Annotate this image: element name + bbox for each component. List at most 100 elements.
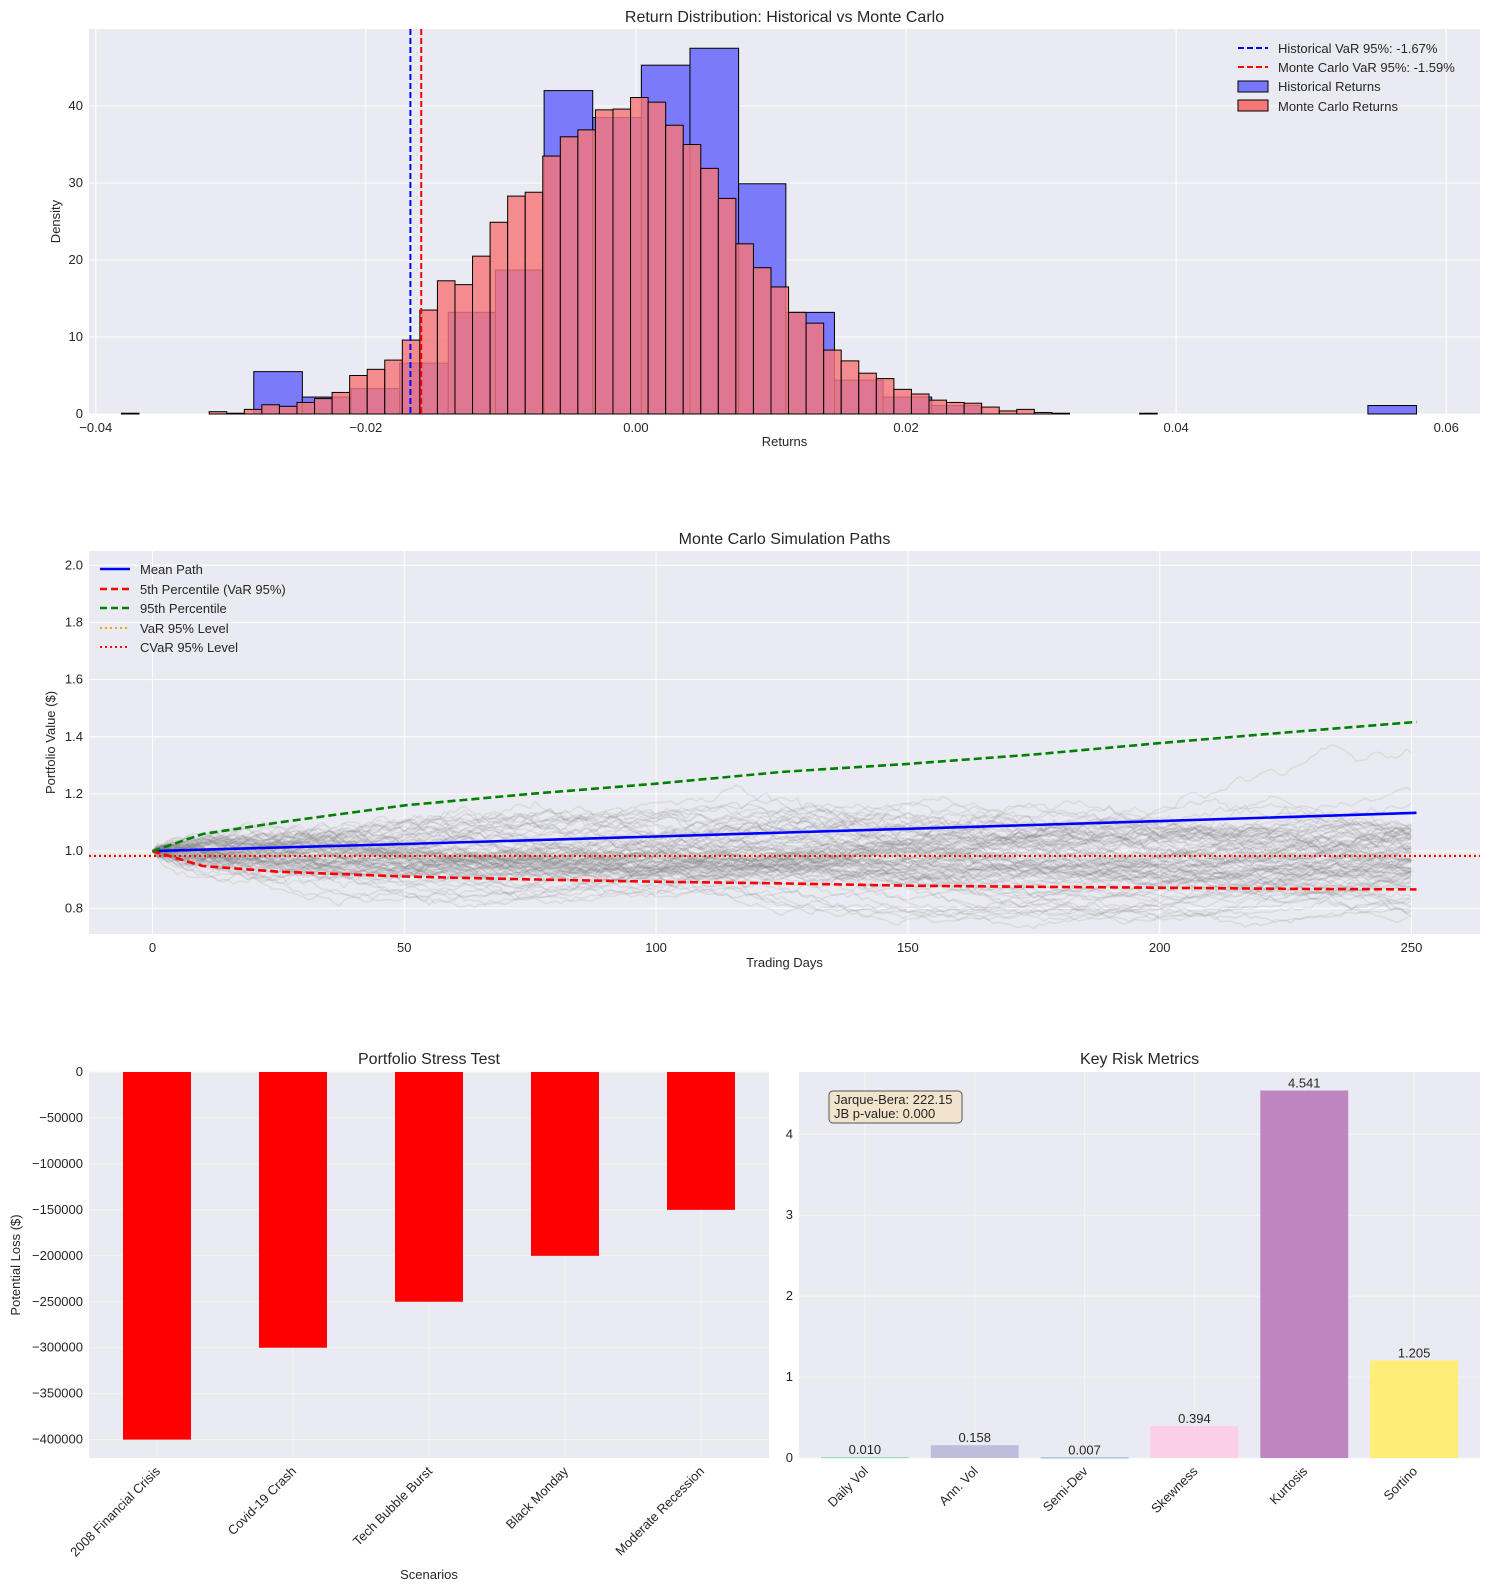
hist-bar-montecarlo [665, 124, 684, 415]
simulated-path [152, 822, 1412, 875]
simulated-path [152, 838, 1412, 924]
simulated-path [152, 802, 1412, 858]
simulated-path [152, 850, 1412, 892]
simulated-path [152, 807, 1412, 854]
paths-y-tick-label: 0.8 [65, 900, 83, 915]
hist-bar-montecarlo [893, 388, 912, 415]
stress-y-tick-label: −150000 [32, 1202, 83, 1217]
simulated-path [152, 802, 1412, 859]
metrics-y-tick-label: 1 [786, 1369, 793, 1384]
hist-bar-montecarlo [788, 311, 807, 415]
hist-bar-montecarlo [823, 349, 842, 415]
hist-y-tick-label: 0 [76, 406, 83, 421]
legend-montecarlo-var-label: Monte Carlo VaR 95%: -1.59% [1278, 60, 1455, 75]
simulated-path [152, 838, 1412, 924]
hist-bar-montecarlo [419, 309, 438, 415]
hist-legend: Historical VaR 95%: -1.67% Monte Carlo V… [1237, 41, 1455, 114]
hist-bar-montecarlo [454, 284, 474, 415]
simulated-path [152, 837, 1412, 877]
paths-y-tick-label: 1.6 [65, 672, 83, 687]
simulated-path [152, 850, 1412, 922]
simulated-path [152, 823, 1413, 867]
hist-x-tick-label: 0.00 [623, 420, 648, 435]
simulated-path [152, 813, 1412, 866]
simulated-path [152, 831, 1412, 921]
simulated-path [152, 824, 1412, 915]
simulated-path [152, 806, 1412, 882]
metrics-y-tick-label: 2 [786, 1288, 793, 1303]
hist-bar-montecarlo [507, 195, 526, 415]
simulated-path [152, 838, 1412, 906]
hist-bar-montecarlo [770, 286, 790, 415]
simulated-path [151, 835, 1412, 881]
hist-bar-montecarlo [594, 109, 614, 415]
simulated-path [151, 837, 1412, 907]
paths-plot-area [89, 551, 1480, 934]
metrics-y-tick-label: 3 [786, 1207, 793, 1222]
metric-value-label: 0.007 [1068, 1442, 1101, 1457]
simulated-path [152, 830, 1412, 871]
stress-y-tick-label: −50000 [39, 1110, 83, 1125]
stress-y-tick-label: 0 [76, 1064, 83, 1079]
hist-bar-montecarlo [366, 368, 386, 415]
stress-y-tick-label: −400000 [32, 1432, 83, 1447]
hist-bar-montecarlo [805, 322, 825, 415]
paths-y-tick-label: 1.4 [65, 729, 83, 744]
simulated-path [152, 811, 1413, 867]
stress-y-tick-label: −250000 [32, 1294, 83, 1309]
simulated-path [152, 848, 1412, 915]
hist-bar-montecarlo [981, 406, 1000, 415]
simulated-path [152, 819, 1412, 869]
metric-bar [1040, 1457, 1129, 1459]
simulated-path [152, 830, 1412, 901]
simulated-path [152, 844, 1412, 888]
hist-bar-historical [1367, 405, 1418, 415]
hist-bar-montecarlo [910, 393, 930, 415]
hist-x-ticks: −0.04 −0.02 0.00 0.02 0.04 0.06 [79, 420, 1459, 435]
paths-gridlines [89, 551, 1480, 934]
simulated-path [152, 827, 1412, 892]
paths-title: Monte Carlo Simulation Paths [679, 531, 891, 548]
hist-bar-montecarlo [384, 359, 403, 415]
hist-bar-montecarlo [278, 405, 298, 415]
metrics-bars: 0.010 0.158 0.007 0.394 4.541 1.205 [820, 1076, 1459, 1459]
simulated-path [152, 827, 1412, 898]
simulated-path [151, 802, 1412, 859]
hist-title: Return Distribution: Historical vs Monte… [625, 9, 944, 26]
simulated-path [152, 795, 1412, 854]
simulated-path [152, 805, 1413, 853]
hist-bar-montecarlo [998, 410, 1018, 415]
paths-y-ticks: 0.8 1.0 1.2 1.4 1.6 1.8 2.0 [65, 557, 83, 915]
hist-bar-montecarlo [946, 401, 965, 415]
hist-bar-montecarlo [331, 391, 351, 415]
paths-y-tick-label: 1.2 [65, 786, 83, 801]
simulated-path [152, 834, 1412, 880]
hist-bar-montecarlo [1051, 412, 1070, 415]
hist-bar-montecarlo [120, 412, 140, 415]
simulated-path [152, 825, 1413, 897]
hist-x-tick-label: 0.06 [1434, 420, 1459, 435]
hist-bar-montecarlo [928, 399, 948, 415]
simulated-path [152, 814, 1412, 887]
legend-cvar-level-label: CVaR 95% Level [140, 640, 238, 655]
simulated-path [152, 821, 1412, 864]
simulated-path [152, 819, 1412, 865]
stress-x-label: Scenarios [400, 1567, 458, 1582]
paths-x-ticks: 0 50 100 150 200 250 [149, 940, 1423, 955]
simulated-path [152, 818, 1413, 863]
metric-value-label: 0.394 [1178, 1411, 1211, 1426]
fifth-percentile-line [152, 849, 1417, 891]
simulated-path [152, 842, 1412, 928]
paths-y-tick-label: 1.8 [65, 614, 83, 629]
paths-x-tick-label: 100 [645, 940, 667, 955]
simulated-path [152, 801, 1413, 855]
simulated-path [152, 830, 1412, 873]
simulated-path [152, 834, 1412, 880]
stress-bar [259, 1072, 327, 1348]
legend-historical-returns-swatch [1237, 80, 1269, 93]
simulated-path [152, 841, 1412, 904]
simulated-path [151, 803, 1412, 857]
simulated-path [152, 841, 1412, 909]
hist-bar-montecarlo [1033, 411, 1053, 415]
